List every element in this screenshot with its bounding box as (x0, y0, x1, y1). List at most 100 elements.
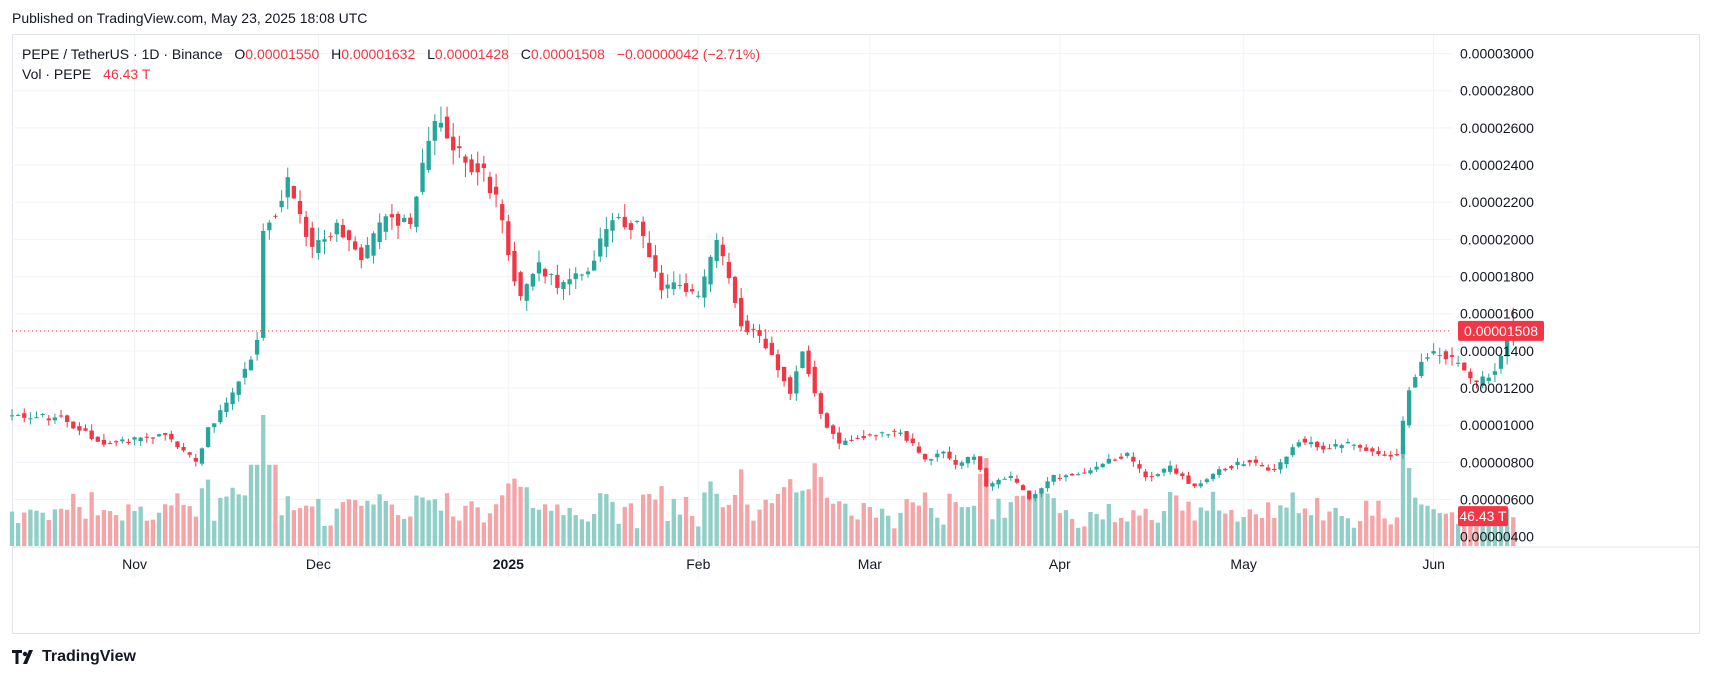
candle-body[interactable] (739, 297, 744, 327)
candle-body[interactable] (138, 437, 143, 442)
candle-body[interactable] (1315, 441, 1320, 448)
candle-body[interactable] (879, 432, 885, 434)
candle-body[interactable] (1400, 420, 1406, 454)
candle-body[interactable] (1204, 479, 1210, 482)
candle-body[interactable] (1431, 351, 1436, 354)
candle-body[interactable] (990, 483, 995, 487)
candle-body[interactable] (224, 402, 229, 413)
candle-body[interactable] (1014, 478, 1020, 483)
candle-body[interactable] (181, 446, 186, 451)
candle-body[interactable] (1468, 371, 1473, 379)
candle-body[interactable] (1388, 454, 1393, 457)
candle-body[interactable] (708, 256, 713, 285)
candle-body[interactable] (1198, 483, 1203, 487)
candle-body[interactable] (610, 220, 615, 231)
candle-body[interactable] (1394, 454, 1399, 456)
candle-body[interactable] (763, 338, 768, 349)
candle-body[interactable] (1259, 464, 1265, 467)
candle-body[interactable] (1033, 493, 1038, 499)
candle-body[interactable] (641, 221, 646, 237)
candle-body[interactable] (420, 162, 425, 192)
candle-body[interactable] (1088, 470, 1093, 474)
candle-body[interactable] (579, 274, 585, 276)
candle-body[interactable] (1069, 473, 1075, 476)
candle-body[interactable] (1082, 472, 1087, 474)
candle-body[interactable] (1302, 438, 1308, 443)
legend-volume-label[interactable]: Vol · PEPE (22, 66, 92, 82)
candle-body[interactable] (1161, 468, 1167, 473)
candle-body[interactable] (187, 452, 192, 455)
candle-body[interactable] (1253, 459, 1259, 463)
candle-body[interactable] (487, 176, 493, 194)
candle-body[interactable] (402, 217, 407, 223)
candle-body[interactable] (414, 196, 419, 227)
candle-body[interactable] (518, 272, 523, 296)
candle-body[interactable] (395, 213, 401, 226)
candle-body[interactable] (205, 427, 211, 447)
candle-body[interactable] (1498, 355, 1504, 369)
candle-body[interactable] (120, 439, 125, 442)
candle-body[interactable] (677, 284, 683, 286)
candle-body[interactable] (916, 446, 922, 453)
candle-body[interactable] (953, 460, 958, 465)
candle-body[interactable] (493, 186, 499, 195)
candle-body[interactable] (542, 268, 548, 277)
candle-body[interactable] (843, 440, 848, 445)
candle-body[interactable] (1364, 447, 1369, 451)
candle-body[interactable] (1278, 462, 1283, 470)
candle-body[interactable] (1327, 448, 1332, 450)
candle-body[interactable] (634, 220, 640, 222)
candle-body[interactable] (432, 120, 437, 141)
candle-body[interactable] (549, 273, 554, 275)
candle-body[interactable] (1192, 483, 1197, 487)
candle-body[interactable] (616, 217, 621, 219)
candle-body[interactable] (114, 441, 119, 443)
candle-body[interactable] (524, 284, 529, 301)
candle-body[interactable] (506, 221, 511, 256)
candle-body[interactable] (929, 459, 934, 461)
candle-body[interactable] (475, 163, 480, 173)
candle-body[interactable] (15, 414, 21, 416)
candle-body[interactable] (1106, 458, 1111, 464)
candle-body[interactable] (1223, 468, 1228, 471)
candle-body[interactable] (769, 342, 774, 355)
candle-body[interactable] (1186, 475, 1191, 484)
candle-body[interactable] (1057, 477, 1062, 479)
candle-body[interactable] (996, 479, 1001, 485)
candle-body[interactable] (947, 451, 952, 459)
candle-body[interactable] (1143, 471, 1148, 478)
candle-body[interactable] (89, 430, 94, 439)
candle-body[interactable] (218, 410, 223, 423)
candle-body[interactable] (1118, 456, 1124, 459)
candle-body[interactable] (604, 229, 609, 247)
candle-body[interactable] (267, 222, 272, 231)
candle-body[interactable] (978, 456, 983, 470)
candle-body[interactable] (898, 432, 903, 434)
candle-body[interactable] (322, 239, 327, 242)
candle-body[interactable] (886, 434, 891, 436)
candle-body[interactable] (1229, 466, 1234, 469)
candle-body[interactable] (732, 276, 738, 303)
candle-body[interactable] (1063, 475, 1069, 478)
candle-body[interactable] (1290, 447, 1295, 456)
candle-body[interactable] (830, 425, 836, 434)
candle-body[interactable] (1462, 362, 1467, 371)
candle-body[interactable] (481, 163, 486, 169)
candle-body[interactable] (1125, 452, 1130, 456)
candle-body[interactable] (659, 272, 664, 291)
candle-body[interactable] (849, 439, 854, 441)
candle-body[interactable] (1486, 377, 1491, 381)
footer-brand[interactable]: TradingView (12, 648, 136, 666)
candle-body[interactable] (714, 239, 719, 262)
candle-body[interactable] (1008, 476, 1013, 478)
candle-body[interactable] (451, 136, 456, 151)
candle-body[interactable] (126, 441, 131, 444)
candle-body[interactable] (150, 437, 156, 439)
candle-body[interactable] (800, 351, 805, 369)
candle-body[interactable] (1376, 451, 1381, 455)
candle-body[interactable] (328, 236, 333, 238)
candle-body[interactable] (28, 418, 33, 420)
candle-body[interactable] (1345, 441, 1350, 444)
candle-body[interactable] (806, 350, 811, 375)
candle-body[interactable] (365, 244, 370, 259)
